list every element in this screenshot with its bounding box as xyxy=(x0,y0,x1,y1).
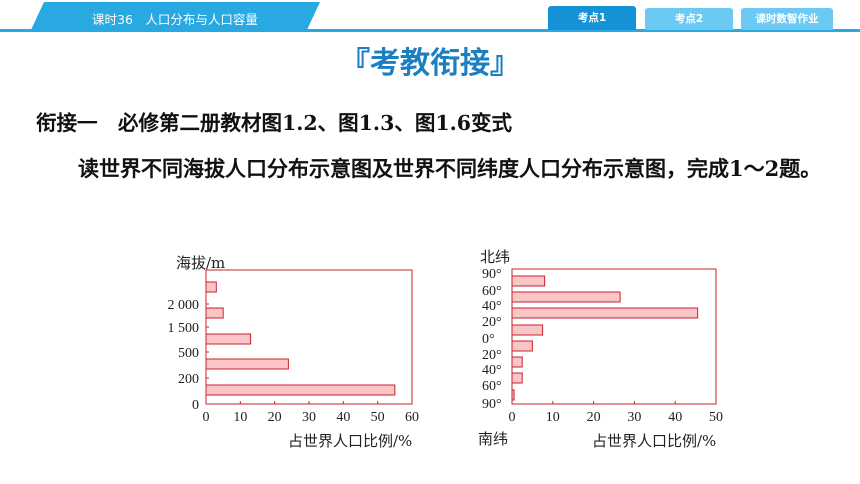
bar xyxy=(511,389,515,401)
top-bar: 课时36 人口分布与人口容量 考点1 考点2 课时数智作业 xyxy=(0,0,860,36)
bar xyxy=(511,356,523,368)
question-paragraph: 读世界不同海拔人口分布示意图及世界不同纬度人口分布示意图，完成1～2题。 xyxy=(36,146,836,192)
y-tick-label: 40° xyxy=(482,363,502,378)
y-tick-label: 0° xyxy=(482,332,495,347)
x-tick-label: 20 xyxy=(268,410,282,425)
bar xyxy=(511,275,546,287)
y-tick-label: 90° xyxy=(482,267,502,282)
question-text: 读世界不同海拔人口分布示意图及世界不同纬度人口分布示意图，完成1～2题。 xyxy=(78,156,822,181)
x-tick-label: 0 xyxy=(509,410,516,425)
y-tick-label: 40° xyxy=(482,299,502,314)
x-axis-title: 占世界人口比例/% xyxy=(592,432,716,450)
x-axis-title: 占世界人口比例/% xyxy=(288,432,412,450)
x-tick-label: 40 xyxy=(336,410,350,425)
x-tick-label: 50 xyxy=(371,410,385,425)
altitude-population-chart: 0 200 500 1 500 2 000 0 10 20 30 40 50 60 海拔/m 占世界人口比… xyxy=(168,254,420,450)
y-axis-title: 海拔/m xyxy=(176,254,225,272)
x-tick-label: 10 xyxy=(233,410,247,425)
bar xyxy=(511,291,621,303)
y-tick-label: 2 000 xyxy=(168,298,200,313)
bar xyxy=(205,333,252,345)
tab-homework[interactable]: 课时数智作业 xyxy=(741,8,833,30)
bar xyxy=(511,340,533,352)
y-tick-label: 1 500 xyxy=(168,321,200,336)
tab-kaodian-1[interactable]: 考点1 xyxy=(548,6,636,30)
section-header: 『考教衔接』 xyxy=(340,46,520,81)
lesson-title: 课时36 人口分布与人口容量 xyxy=(92,12,258,27)
bar xyxy=(511,372,523,384)
y-axis-title-north: 北纬 xyxy=(480,248,510,266)
x-tick-label: 30 xyxy=(627,410,641,425)
x-tick-label: 50 xyxy=(709,410,723,425)
tab-kaodian-2[interactable]: 考点2 xyxy=(645,8,733,30)
lesson-tab xyxy=(30,2,320,32)
y-tick-label: 20° xyxy=(482,348,502,363)
x-tick-label: 30 xyxy=(302,410,316,425)
bar xyxy=(205,281,217,293)
y-tick-label: 60° xyxy=(482,284,502,299)
bar xyxy=(511,324,544,336)
latitude-population-chart: 90°60°40°20°0°20°40°60°90°0 10 20 30 40 50北纬南… xyxy=(478,248,723,450)
x-tick-label: 10 xyxy=(546,410,560,425)
y-tick-label: 0 xyxy=(192,398,199,413)
y-tick-label: 500 xyxy=(178,346,199,361)
y-tick-label: 20° xyxy=(482,315,502,330)
top-bar-line xyxy=(0,29,860,32)
x-tick-label: 20 xyxy=(587,410,601,425)
bar xyxy=(205,358,289,370)
y-tick-label: 60° xyxy=(482,379,502,394)
x-tick-label: 40 xyxy=(668,410,682,425)
bar xyxy=(511,307,699,319)
y-tick-label: 90° xyxy=(482,397,502,412)
bar xyxy=(205,384,396,396)
y-tick-label: 200 xyxy=(178,372,199,387)
x-tick-label: 0 xyxy=(203,410,210,425)
heading: 衔接一 必修第二册教材图1.2、图1.3、图1.6变式 xyxy=(36,111,512,135)
x-tick-label: 60 xyxy=(405,410,419,425)
y-axis-title-south: 南纬 xyxy=(478,430,508,448)
bar xyxy=(205,307,224,319)
plot-frame xyxy=(511,268,717,405)
